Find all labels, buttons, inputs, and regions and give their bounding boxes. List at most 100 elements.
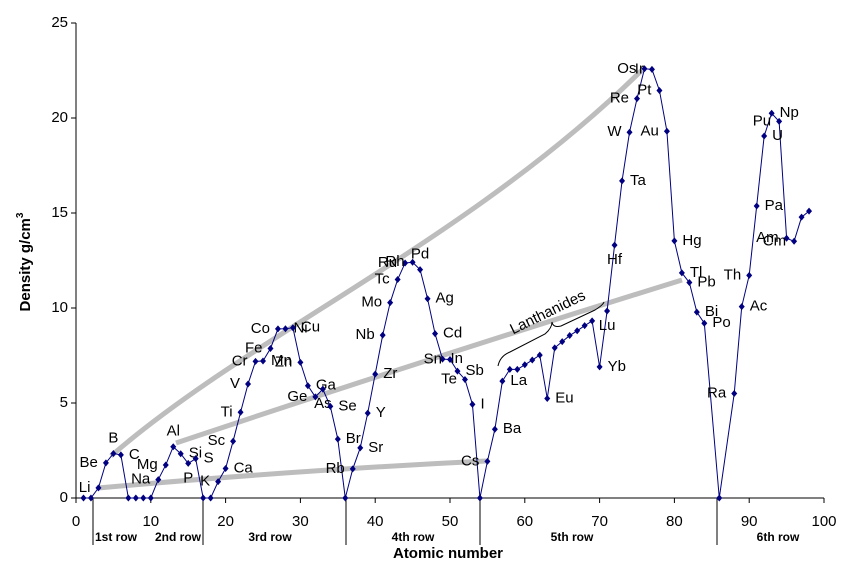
data-point (289, 324, 296, 332)
data-point (409, 258, 416, 266)
point-label: Eu (555, 389, 573, 406)
data-point (776, 117, 783, 125)
data-point (454, 367, 461, 375)
data-point (177, 450, 184, 458)
data-point (319, 385, 326, 393)
data-point (648, 65, 655, 73)
data-point (656, 86, 663, 94)
data-point (574, 327, 581, 335)
x-tick-label: 90 (741, 513, 758, 530)
y-axis-label-text: Density g/cm (17, 218, 34, 311)
data-point (791, 237, 798, 245)
row-label: 6th row (757, 530, 800, 544)
data-point (372, 370, 379, 378)
x-tick-label: 100 (811, 513, 836, 530)
data-point (155, 476, 162, 484)
point-label: Ga (316, 377, 337, 394)
data-point (117, 451, 124, 459)
data-point (559, 338, 566, 346)
point-label: K (200, 473, 210, 490)
data-point (783, 234, 790, 242)
point-label: Li (79, 479, 91, 496)
data-point (417, 266, 424, 274)
point-label: As (314, 395, 332, 412)
point-label: I (480, 395, 484, 412)
point-label: Y (376, 404, 386, 421)
data-point (424, 295, 431, 303)
x-tick-label: 40 (367, 513, 384, 530)
data-point (461, 375, 468, 383)
data-point (746, 271, 753, 279)
point-label: Na (131, 471, 151, 488)
data-point (626, 128, 633, 136)
data-point (491, 425, 498, 433)
data-point (162, 461, 169, 469)
point-label: Cu (301, 319, 320, 336)
y-tick-label: 15 (51, 204, 68, 221)
point-label: Cd (443, 325, 462, 342)
point-label: Pa (765, 197, 784, 214)
point-label: Hg (682, 232, 701, 249)
y-tick-label: 10 (51, 299, 68, 316)
data-point (304, 382, 311, 390)
point-label: Ir (635, 60, 644, 77)
data-point (566, 332, 573, 340)
data-point (529, 356, 536, 364)
data-point (230, 437, 237, 445)
data-point (312, 393, 319, 401)
data-point (469, 400, 476, 408)
row-label: 4th row (392, 530, 435, 544)
data-point (641, 65, 648, 73)
point-label: Si (189, 445, 202, 462)
lanthanides-brace (497, 301, 605, 367)
point-label: Th (724, 266, 742, 283)
point-label: Cs (461, 452, 479, 469)
data-point (349, 465, 356, 473)
row-label: 3rd row (248, 530, 292, 544)
trend-line (109, 68, 644, 458)
point-label: Pd (411, 246, 429, 263)
data-point (327, 402, 334, 410)
data-point (536, 351, 543, 359)
row-separators (92, 498, 718, 545)
data-point (102, 459, 109, 467)
data-point (678, 269, 685, 277)
data-point (514, 365, 521, 373)
point-label: Re (610, 90, 629, 107)
x-tick-label: 80 (666, 513, 683, 530)
x-tick-label: 70 (591, 513, 608, 530)
point-label: In (451, 350, 464, 367)
data-point (439, 355, 446, 363)
point-label: Ru (378, 254, 397, 271)
data-point (357, 444, 364, 452)
data-point (476, 494, 483, 502)
point-label: S (204, 450, 214, 467)
point-label: Tl (690, 264, 703, 281)
point-label: Ge (287, 388, 307, 405)
data-point (806, 207, 813, 215)
data-point (95, 484, 102, 492)
point-label: Te (441, 370, 457, 387)
data-point (693, 308, 700, 316)
point-label: Ag (436, 290, 454, 307)
data-line (83, 68, 810, 499)
trend-line (97, 458, 487, 491)
data-point (731, 390, 738, 397)
data-point (267, 344, 274, 352)
data-point (761, 132, 768, 140)
point-label: Mn (271, 352, 292, 369)
data-point (671, 237, 678, 245)
point-label: Ta (630, 172, 647, 189)
data-point (87, 494, 94, 502)
point-label: Zn (275, 353, 293, 370)
point-label: Pu (753, 112, 771, 129)
data-point (379, 331, 386, 339)
point-label: Mo (361, 294, 382, 311)
data-point (798, 213, 805, 221)
point-label: Pb (697, 274, 715, 291)
data-point (753, 202, 760, 210)
y-axis-label-superscript: 3 (15, 212, 26, 218)
data-point (387, 299, 394, 307)
point-label: Fe (245, 339, 263, 356)
